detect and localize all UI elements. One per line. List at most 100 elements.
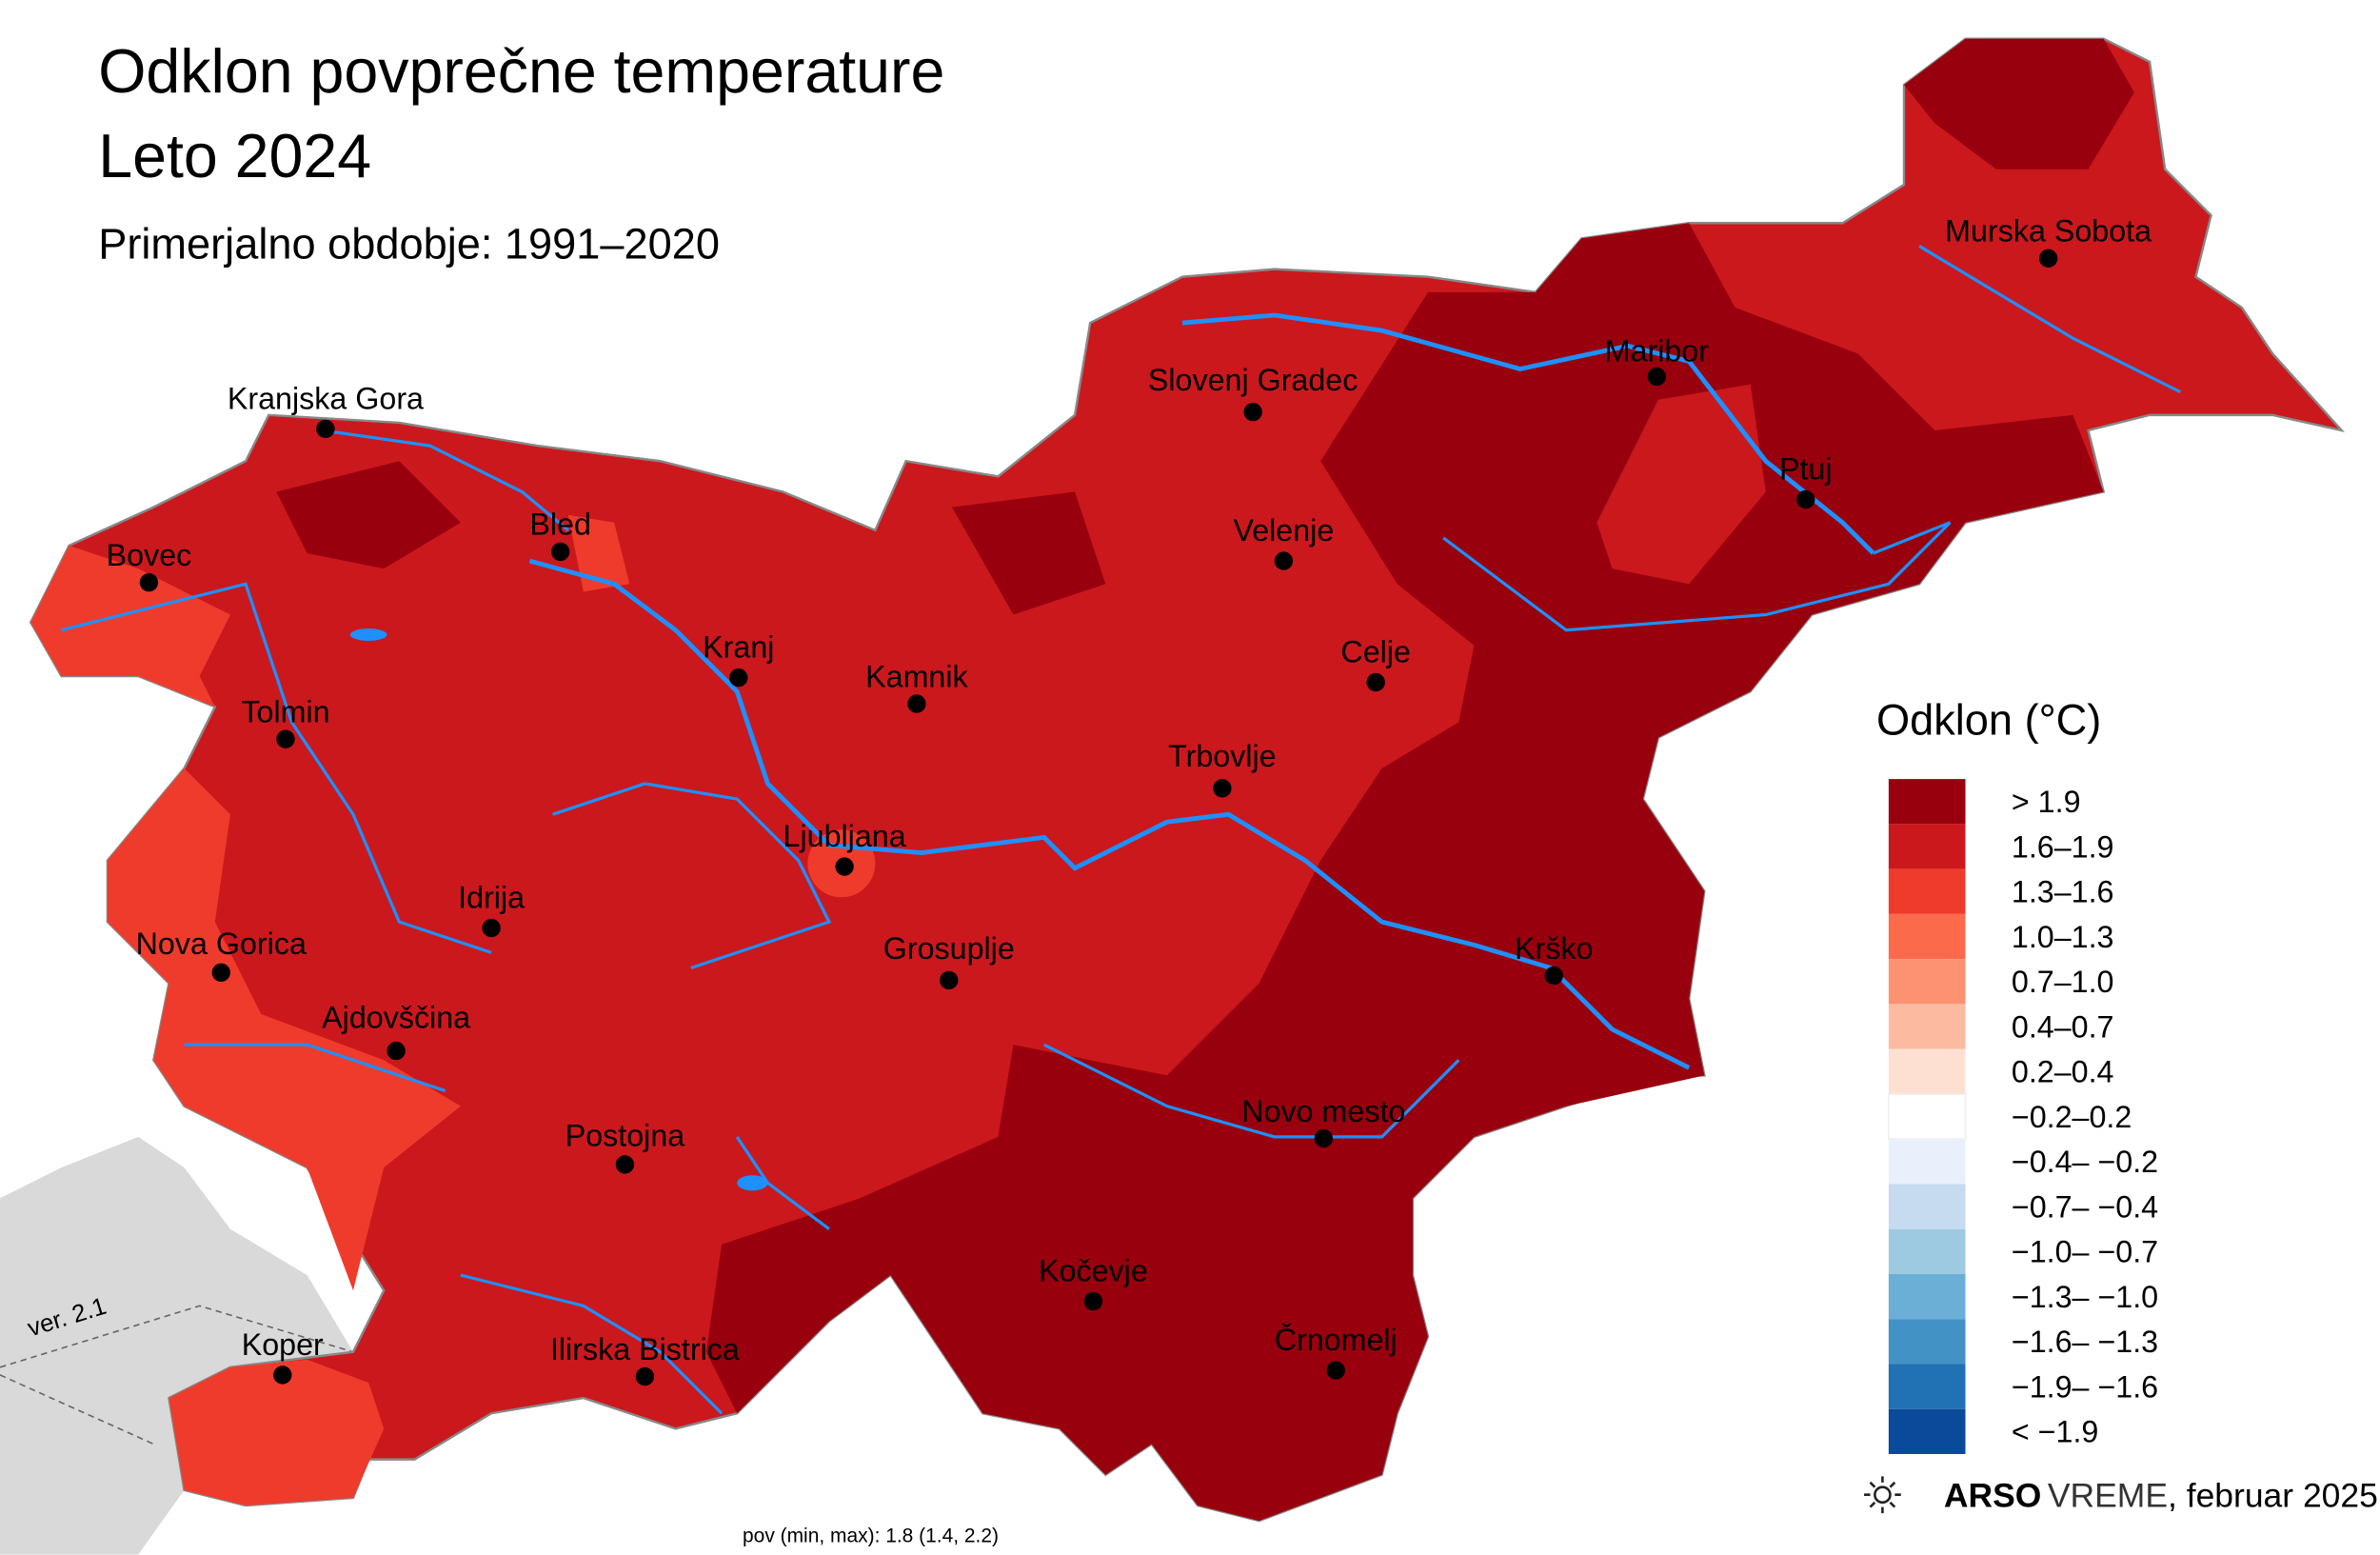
border-line	[0, 1305, 354, 1445]
city-label: Celje	[1340, 635, 1411, 669]
title: Odklon povprečne temperature	[98, 37, 944, 106]
city-label: Ilirska Bistrica	[550, 1332, 740, 1366]
city-label: Tolmin	[241, 694, 329, 728]
legend-swatch	[1888, 1093, 1967, 1140]
stats-note: pov (min, max): 1.8 (1.4, 2.2)	[743, 1525, 999, 1547]
city-label: Nova Gorica	[136, 927, 307, 961]
city-label: Postojna	[565, 1119, 685, 1153]
city-label: Kranj	[703, 630, 774, 665]
city-label: Grosuplje	[883, 931, 1015, 966]
city-label: Murska Sobota	[1945, 214, 2152, 249]
legend-swatch	[1888, 1139, 1966, 1185]
city-dot	[1083, 1291, 1103, 1311]
city-label: Kočevje	[1039, 1254, 1148, 1288]
legend-swatch	[1888, 1273, 1966, 1320]
city-dot	[276, 729, 295, 748]
legend-label: −0.7– −0.4	[2012, 1189, 2158, 1224]
city-label: Ptuj	[1779, 452, 1833, 487]
city-label: Trbovlje	[1168, 739, 1277, 773]
city-dot	[1213, 779, 1232, 798]
legend-label: 1.6–1.9	[2012, 829, 2114, 864]
city-dot	[316, 419, 335, 439]
city-label: Bovec	[107, 538, 192, 572]
city-label: Bled	[529, 508, 591, 542]
logo-icon	[1864, 1476, 1901, 1514]
neighbor-area	[0, 1136, 353, 1555]
legend-swatch	[1888, 1004, 1966, 1049]
legend-swatch	[1888, 1364, 1966, 1409]
city-dot	[273, 1366, 292, 1385]
city-dot	[139, 572, 159, 592]
legend-label: −1.6– −1.3	[2012, 1325, 2158, 1359]
legend-swatch	[1888, 1228, 1966, 1274]
city-label: Koper	[242, 1327, 324, 1362]
legend-label: −0.2–0.2	[2012, 1100, 2132, 1134]
legend-swatch	[1888, 1184, 1966, 1229]
city-label: Črnomelj	[1275, 1323, 1398, 1357]
city-label: Krško	[1515, 931, 1593, 966]
city-dot	[211, 963, 230, 983]
legend-label: −1.9– −1.6	[2012, 1369, 2158, 1404]
city-dot	[1274, 551, 1294, 570]
legend-swatch	[1888, 959, 1966, 1005]
city-dot	[1647, 367, 1666, 387]
city-label: Kamnik	[865, 659, 968, 693]
hot-zones	[276, 38, 2134, 1522]
city-dot	[1366, 672, 1385, 692]
subtitle: Primerjalno obdobje: 1991–2020	[98, 219, 720, 268]
city-dot	[635, 1366, 655, 1386]
city-label: Idrija	[458, 881, 525, 915]
city-label: Maribor	[1605, 333, 1710, 368]
city-dot	[729, 668, 748, 688]
legend: > 1.9 1.6–1.9 1.3–1.6 1.0–1.3 0.7–1.0 0.4–0.7…	[1888, 779, 2158, 1454]
legend-label: 0.2–0.4	[2012, 1055, 2114, 1089]
legend-label: −1.0– −0.7	[2012, 1235, 2158, 1269]
city-dot	[2038, 249, 2058, 269]
city-dot	[835, 857, 854, 876]
lakes	[349, 628, 768, 1191]
legend-label: 1.0–1.3	[2012, 920, 2114, 954]
city-dot	[482, 918, 501, 938]
city-dot	[1544, 966, 1563, 986]
city-label: Slovenj Gradec	[1148, 363, 1359, 397]
date: , februar 2025	[2168, 1477, 2378, 1515]
brand: VREME	[2048, 1477, 2168, 1515]
legend-swatch	[1888, 1319, 1966, 1365]
city-dot	[1326, 1361, 1345, 1380]
rivers	[61, 245, 2182, 1415]
brand-bold: ARSO	[1944, 1477, 2041, 1515]
legend-label: 1.3–1.6	[2012, 875, 2114, 909]
city-dot	[615, 1155, 635, 1174]
legend-label: −1.3– −1.0	[2012, 1280, 2158, 1314]
legend-label: > 1.9	[2012, 785, 2081, 819]
legend-swatch	[1888, 913, 1966, 960]
legend-swatch	[1888, 868, 1966, 914]
city-label: Ajdovščina	[322, 1000, 470, 1034]
city-label: Novo mesto	[1241, 1094, 1405, 1128]
city-dot	[1314, 1128, 1333, 1148]
legend-label: 0.4–0.7	[2012, 1009, 2114, 1044]
city-label: Velenje	[1233, 513, 1334, 548]
legend-title: Odklon (°C)	[1876, 695, 2101, 744]
legend-swatch	[1888, 779, 1966, 825]
cities: Kranjska Gora Bled Bovec Kranj Kamnik Tolmin L…	[107, 214, 2152, 1386]
legend-label: 0.7–1.0	[2012, 965, 2114, 999]
city-dot	[907, 694, 926, 713]
city-dot	[1243, 402, 1262, 422]
legend-swatch	[1888, 824, 1966, 869]
mid-zone	[1597, 384, 1766, 585]
city-label: Ljubljana	[783, 819, 906, 853]
warm-zones	[30, 514, 876, 1506]
title: Leto 2024	[98, 122, 371, 190]
city-dot	[387, 1041, 406, 1061]
credits: ARSO VREME, februar 2025	[1944, 1477, 2378, 1515]
city-dot	[940, 970, 959, 990]
city-dot	[1796, 489, 1815, 509]
legend-label: −0.4– −0.2	[2012, 1145, 2158, 1179]
city-dot	[551, 542, 570, 562]
legend-label: < −1.9	[2012, 1415, 2098, 1449]
legend-swatch	[1888, 1408, 1966, 1454]
legend-swatch	[1888, 1048, 1966, 1094]
